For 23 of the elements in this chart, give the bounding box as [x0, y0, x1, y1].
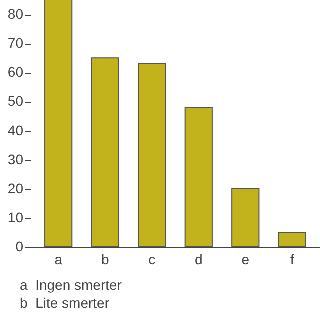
y-tick-label: 10	[8, 209, 24, 226]
y-tick-label: 60	[8, 64, 24, 80]
text: a Ingen smerter	[20, 277, 122, 293]
bar	[232, 188, 260, 247]
y-tick-label: 40	[8, 122, 24, 138]
bar	[278, 232, 306, 247]
y-tick-label: 80	[8, 6, 24, 22]
bar	[138, 63, 166, 247]
x-tick-label: b	[101, 252, 110, 268]
x-tick-label: e	[242, 252, 250, 268]
bar	[184, 107, 213, 247]
x-tick-label: d	[194, 252, 203, 268]
y-tick-label: 50	[8, 93, 24, 110]
y-tick-label: 0	[16, 238, 24, 254]
y-tick-label: 70	[8, 35, 24, 52]
x-tick-label: f	[290, 252, 294, 268]
y-tick-label: 20	[8, 180, 24, 196]
x-tick-label: a	[54, 252, 63, 268]
text: b Lite smerter	[20, 295, 110, 311]
bar	[44, 0, 73, 247]
x-tick-label: c	[148, 252, 156, 268]
bar	[91, 58, 120, 247]
y-tick-label: 30	[8, 151, 24, 168]
